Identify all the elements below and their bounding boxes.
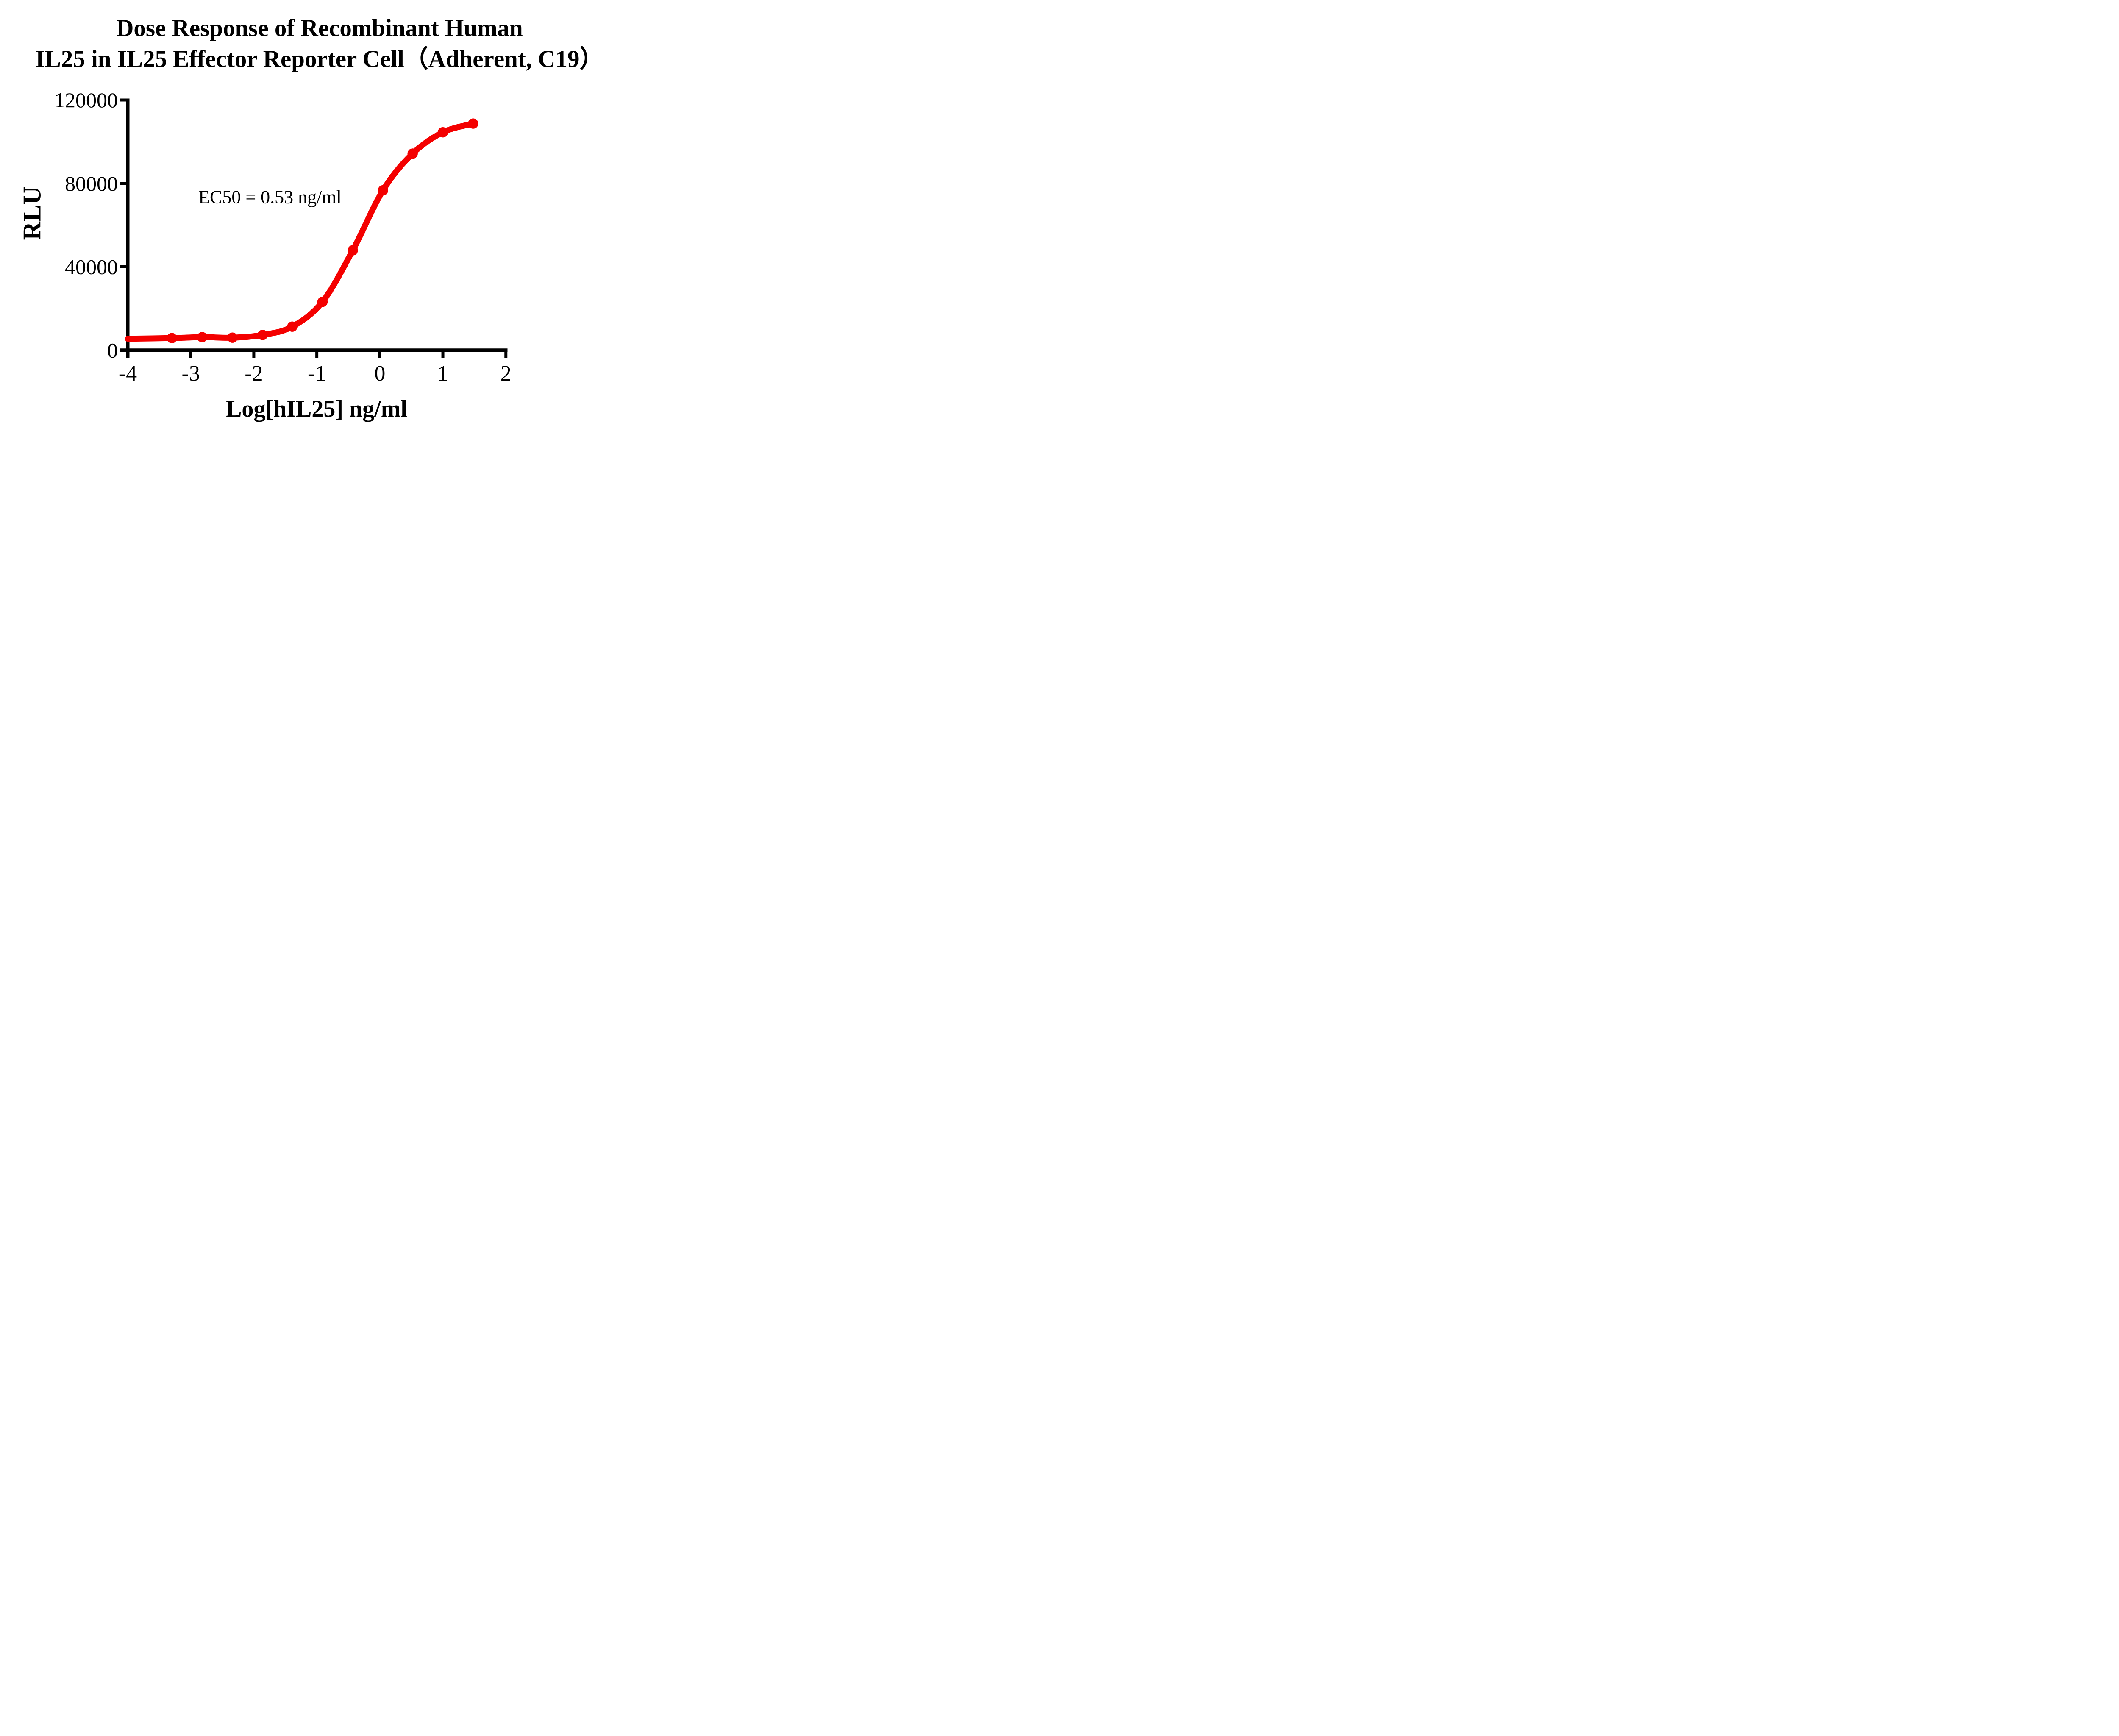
ec50-annotation: EC50 = 0.53 ng/ml <box>198 186 342 208</box>
y-tick-label: 80000 <box>65 172 118 195</box>
data-point <box>317 296 328 307</box>
data-point <box>468 118 478 129</box>
data-point <box>257 330 268 340</box>
x-axis-line <box>120 348 508 352</box>
x-tick-label: 1 <box>437 362 448 386</box>
chart-title-line1: Dose Response of Recombinant Human <box>116 15 523 42</box>
x-tick-label: 2 <box>501 362 512 386</box>
y-tick-label: 0 <box>107 338 118 362</box>
x-tick-label: -2 <box>245 362 263 386</box>
x-tick-label: -3 <box>182 362 200 386</box>
y-axis-spine <box>126 98 130 358</box>
y-tick <box>120 348 126 352</box>
dose-response-chart: -4 -3 -2 -1 0 1 2 0 40000 80000 120000 <box>54 88 512 386</box>
data-point <box>167 333 177 343</box>
x-tick <box>252 352 256 358</box>
x-tick-label: 0 <box>374 362 385 386</box>
data-point <box>197 332 208 342</box>
data-point <box>378 185 388 196</box>
y-tick-label: 40000 <box>65 255 118 279</box>
data-point <box>287 321 298 332</box>
y-tick-label: 120000 <box>54 88 118 112</box>
data-point <box>437 127 448 138</box>
dose-response-curve <box>125 120 476 342</box>
x-tick-label: -4 <box>119 362 137 386</box>
x-axis-title: Log[hIL25] ng/ml <box>226 396 407 422</box>
x-tick <box>504 352 508 358</box>
y-tick <box>120 182 126 185</box>
chart-title-line2: IL25 in IL25 Effector Reporter Cell（Adhe… <box>35 46 604 72</box>
data-point <box>227 332 238 343</box>
y-tick <box>120 265 126 268</box>
y-tick <box>120 98 126 102</box>
x-tick <box>441 352 445 358</box>
x-tick <box>378 352 381 358</box>
chart-title: Dose Response of Recombinant Human IL25 … <box>29 13 610 75</box>
x-tick <box>126 352 129 358</box>
data-point <box>348 245 358 256</box>
x-tick <box>189 352 192 358</box>
x-tick-label: -1 <box>308 362 326 386</box>
x-tick <box>315 352 319 358</box>
data-point <box>407 148 418 159</box>
